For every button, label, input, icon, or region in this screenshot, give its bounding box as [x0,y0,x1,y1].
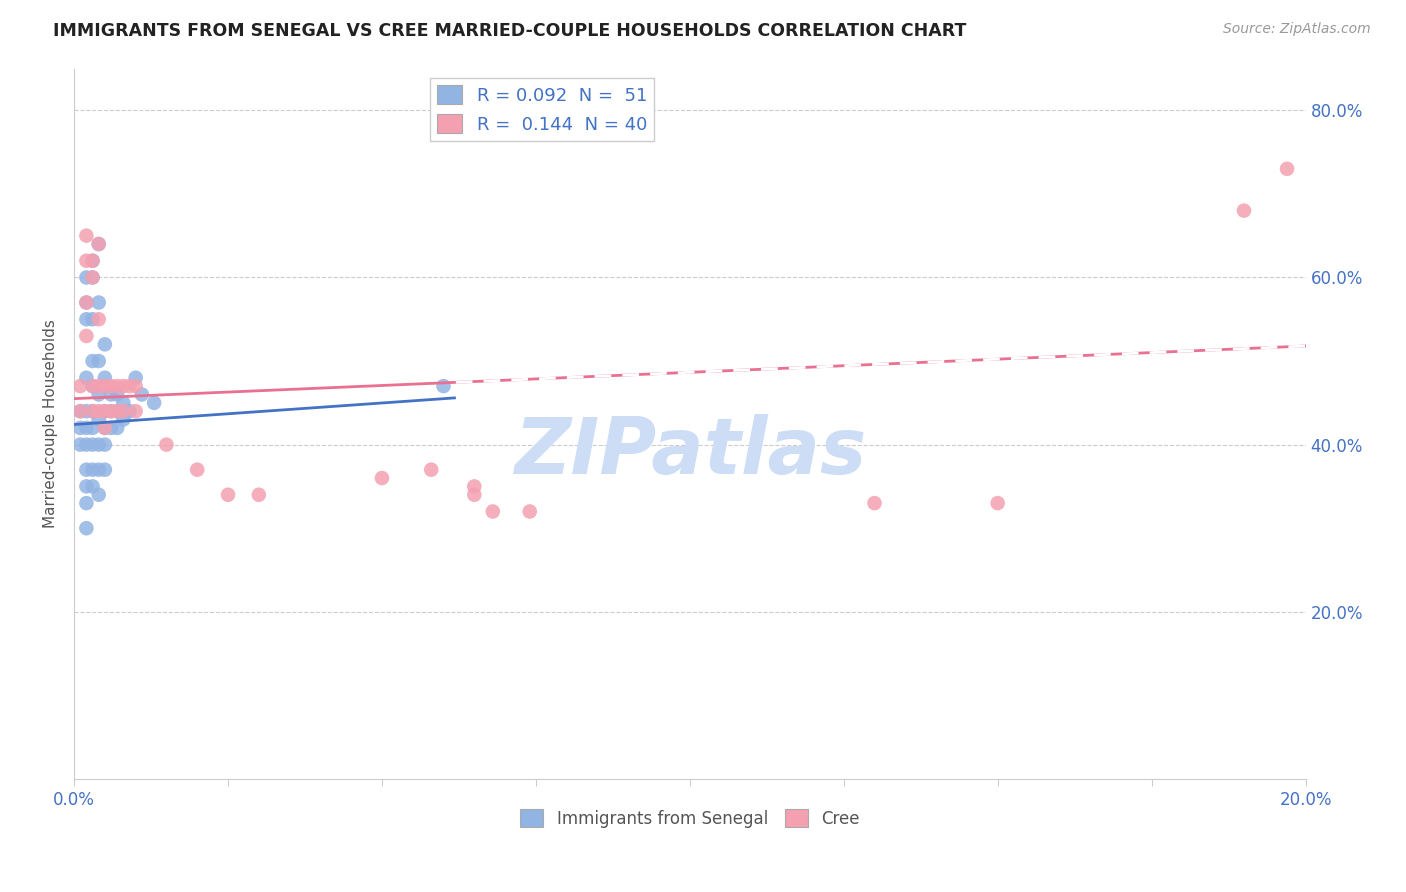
Point [371,471,394,485]
Point [94,437,117,451]
Point [94,337,117,351]
Point [87,237,110,252]
Point [87,379,110,393]
Text: ZIPatlas: ZIPatlas [513,414,866,490]
Point [112,396,135,410]
Point [82,404,104,418]
Point [75,329,97,343]
Point [87,412,110,426]
Point [124,379,146,393]
Point [82,253,104,268]
Point [105,387,128,401]
Point [1275,161,1298,176]
Point [87,237,110,252]
Point [87,437,110,451]
Point [87,488,110,502]
Point [118,379,141,393]
Point [82,312,104,326]
Point [82,421,104,435]
Point [94,379,117,393]
Point [143,396,166,410]
Point [94,463,117,477]
Point [82,253,104,268]
Point [100,404,122,418]
Point [82,463,104,477]
Text: IMMIGRANTS FROM SENEGAL VS CREE MARRIED-COUPLE HOUSEHOLDS CORRELATION CHART: IMMIGRANTS FROM SENEGAL VS CREE MARRIED-… [53,22,967,40]
Point [105,421,128,435]
Point [105,404,128,418]
Point [82,379,104,393]
Point [69,437,91,451]
Point [155,437,177,451]
Point [105,404,128,418]
Point [519,504,541,518]
Point [82,404,104,418]
Point [75,421,97,435]
Point [75,479,97,493]
Point [481,504,503,518]
Point [87,295,110,310]
Point [463,479,485,493]
Point [131,387,153,401]
Point [75,496,97,510]
Point [100,379,122,393]
Point [987,496,1010,510]
Point [82,437,104,451]
Point [75,312,97,326]
Point [69,379,91,393]
Point [87,463,110,477]
Point [87,354,110,368]
Point [112,412,135,426]
Point [124,370,146,384]
Point [82,270,104,285]
Point [75,228,97,243]
Point [432,379,454,393]
Point [87,387,110,401]
Point [75,404,97,418]
Point [124,404,146,418]
Point [420,463,443,477]
Point [75,463,97,477]
Point [863,496,886,510]
Point [94,421,117,435]
Point [87,312,110,326]
Point [94,404,117,418]
Point [217,488,239,502]
Point [69,404,91,418]
Point [112,379,135,393]
Point [118,404,141,418]
Point [75,370,97,384]
Point [94,421,117,435]
Point [75,437,97,451]
Point [112,404,135,418]
Point [100,387,122,401]
Point [94,404,117,418]
Point [75,295,97,310]
Point [94,370,117,384]
Point [100,421,122,435]
Point [82,354,104,368]
Text: Source: ZipAtlas.com: Source: ZipAtlas.com [1223,22,1371,37]
Point [75,253,97,268]
Point [69,404,91,418]
Point [463,488,485,502]
Point [247,488,270,502]
Point [100,404,122,418]
Point [1233,203,1256,218]
Point [69,421,91,435]
Point [105,379,128,393]
Point [75,521,97,535]
Point [75,295,97,310]
Point [87,404,110,418]
Point [82,270,104,285]
Y-axis label: Married-couple Households: Married-couple Households [44,319,58,528]
Point [82,379,104,393]
Point [186,463,208,477]
Legend: Immigrants from Senegal, Cree: Immigrants from Senegal, Cree [513,803,866,835]
Point [82,479,104,493]
Point [75,270,97,285]
